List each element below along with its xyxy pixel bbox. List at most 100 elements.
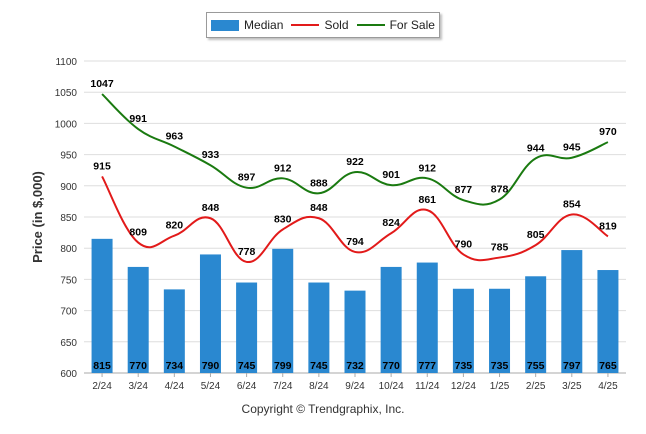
sold-data-label: 861	[419, 194, 437, 206]
median-data-label: 797	[563, 360, 581, 372]
sold-data-label: 819	[599, 220, 617, 232]
legend-swatch-for-sale	[356, 24, 385, 26]
x-tick-label: 1/25	[490, 381, 510, 392]
sold-data-label: 848	[310, 202, 328, 214]
for-sale-data-label: 991	[129, 113, 147, 125]
y-tick-label: 800	[60, 244, 77, 255]
y-tick-label: 700	[60, 307, 77, 318]
for-sale-data-label: 1047	[90, 78, 114, 90]
x-tick-label: 7/24	[273, 381, 293, 392]
legend-label-sold: Sold	[324, 18, 349, 32]
y-axis-title: Price (in $,000)	[30, 171, 45, 263]
sold-data-label: 805	[527, 229, 545, 241]
for-sale-data-label: 912	[419, 162, 437, 174]
median-bar	[163, 289, 185, 373]
sold-line	[101, 175, 609, 263]
for-sale-data-label: 912	[274, 162, 292, 174]
median-bar	[272, 248, 294, 373]
x-tick-label: 3/24	[128, 381, 148, 392]
x-tick-label: 10/24	[379, 381, 404, 392]
median-data-label: 735	[491, 360, 509, 372]
median-bar	[561, 250, 583, 373]
median-data-label: 745	[238, 360, 256, 372]
median-bar	[236, 282, 258, 373]
median-data-label: 732	[346, 360, 364, 372]
for-sale-data-label: 963	[166, 130, 184, 142]
for-sale-data-label: 933	[202, 149, 220, 161]
sold-data-label: 785	[491, 242, 509, 254]
median-bar	[308, 282, 330, 373]
median-data-label: 770	[129, 360, 147, 372]
legend-label-median: Median	[244, 18, 284, 32]
median-data-label: 815	[93, 360, 111, 372]
x-tick-label: 6/24	[237, 381, 257, 392]
x-tick-label: 4/24	[165, 381, 185, 392]
x-tick-label: 9/24	[345, 381, 365, 392]
for-sale-data-label: 901	[382, 169, 400, 181]
for-sale-line	[101, 93, 609, 206]
y-tick-label: 900	[60, 182, 77, 193]
median-bar	[199, 254, 221, 373]
median-bar	[380, 266, 402, 373]
y-tick-label: 950	[60, 151, 77, 162]
x-tick-label: 2/24	[92, 381, 112, 392]
sold-data-label: 854	[563, 199, 581, 211]
median-data-label: 735	[455, 360, 473, 372]
median-data-label: 770	[382, 360, 400, 372]
y-tick-label: 850	[60, 213, 77, 224]
y-tick-label: 600	[60, 369, 77, 380]
legend-item-sold: Sold	[291, 18, 349, 32]
for-sale-data-label: 944	[527, 142, 545, 154]
y-tick-label: 1050	[55, 88, 78, 99]
sold-data-label: 830	[274, 213, 292, 225]
for-sale-data-label: 897	[238, 172, 256, 184]
x-tick-label: 2/25	[526, 381, 546, 392]
for-sale-data-label: 922	[346, 156, 364, 168]
median-bar	[127, 266, 149, 373]
sold-data-label: 848	[202, 202, 220, 214]
legend-label-for-sale: For Sale	[389, 18, 435, 32]
sold-data-label: 820	[166, 220, 184, 232]
x-tick-label: 4/25	[598, 381, 618, 392]
for-sale-data-label: 945	[563, 142, 581, 154]
median-bar	[91, 238, 113, 373]
chart-legend: Median Sold For Sale	[206, 12, 440, 38]
median-data-label: 799	[274, 360, 292, 372]
median-data-label: 755	[527, 360, 545, 372]
for-sale-data-label: 878	[491, 184, 509, 196]
for-sale-data-label: 970	[599, 126, 617, 138]
median-data-label: 745	[310, 360, 328, 372]
y-tick-label: 750	[60, 275, 77, 286]
median-data-label: 765	[599, 360, 617, 372]
legend-swatch-median	[211, 19, 240, 31]
x-tick-label: 5/24	[201, 381, 221, 392]
sold-data-label: 794	[346, 236, 364, 248]
median-bar	[525, 276, 547, 373]
for-sale-data-label: 888	[310, 177, 328, 189]
x-tick-label: 8/24	[309, 381, 329, 392]
median-bar	[416, 262, 438, 373]
median-bar	[489, 288, 511, 373]
median-data-label: 790	[202, 360, 220, 372]
y-tick-label: 1100	[55, 57, 77, 68]
x-tick-label: 11/24	[415, 381, 440, 392]
legend-swatch-sold	[291, 24, 320, 26]
x-tick-label: 12/24	[451, 381, 476, 392]
median-bar	[452, 288, 474, 373]
legend-item-median: Median	[211, 18, 283, 32]
sold-data-label: 778	[238, 246, 256, 258]
median-bar	[597, 270, 619, 373]
sold-data-label: 790	[455, 238, 473, 250]
sold-data-label: 809	[129, 227, 147, 239]
for-sale-data-label: 877	[455, 184, 473, 196]
legend-item-for-sale: For Sale	[356, 18, 435, 32]
x-tick-label: 3/25	[562, 381, 582, 392]
median-bar	[344, 290, 366, 373]
median-data-label: 734	[166, 360, 184, 372]
sold-data-label: 915	[93, 160, 111, 172]
sold-data-label: 824	[382, 217, 400, 229]
copyright-text: Copyright © Trendgraphix, Inc.	[241, 402, 405, 416]
median-data-label: 777	[419, 360, 437, 372]
y-tick-label: 1000	[55, 119, 78, 130]
